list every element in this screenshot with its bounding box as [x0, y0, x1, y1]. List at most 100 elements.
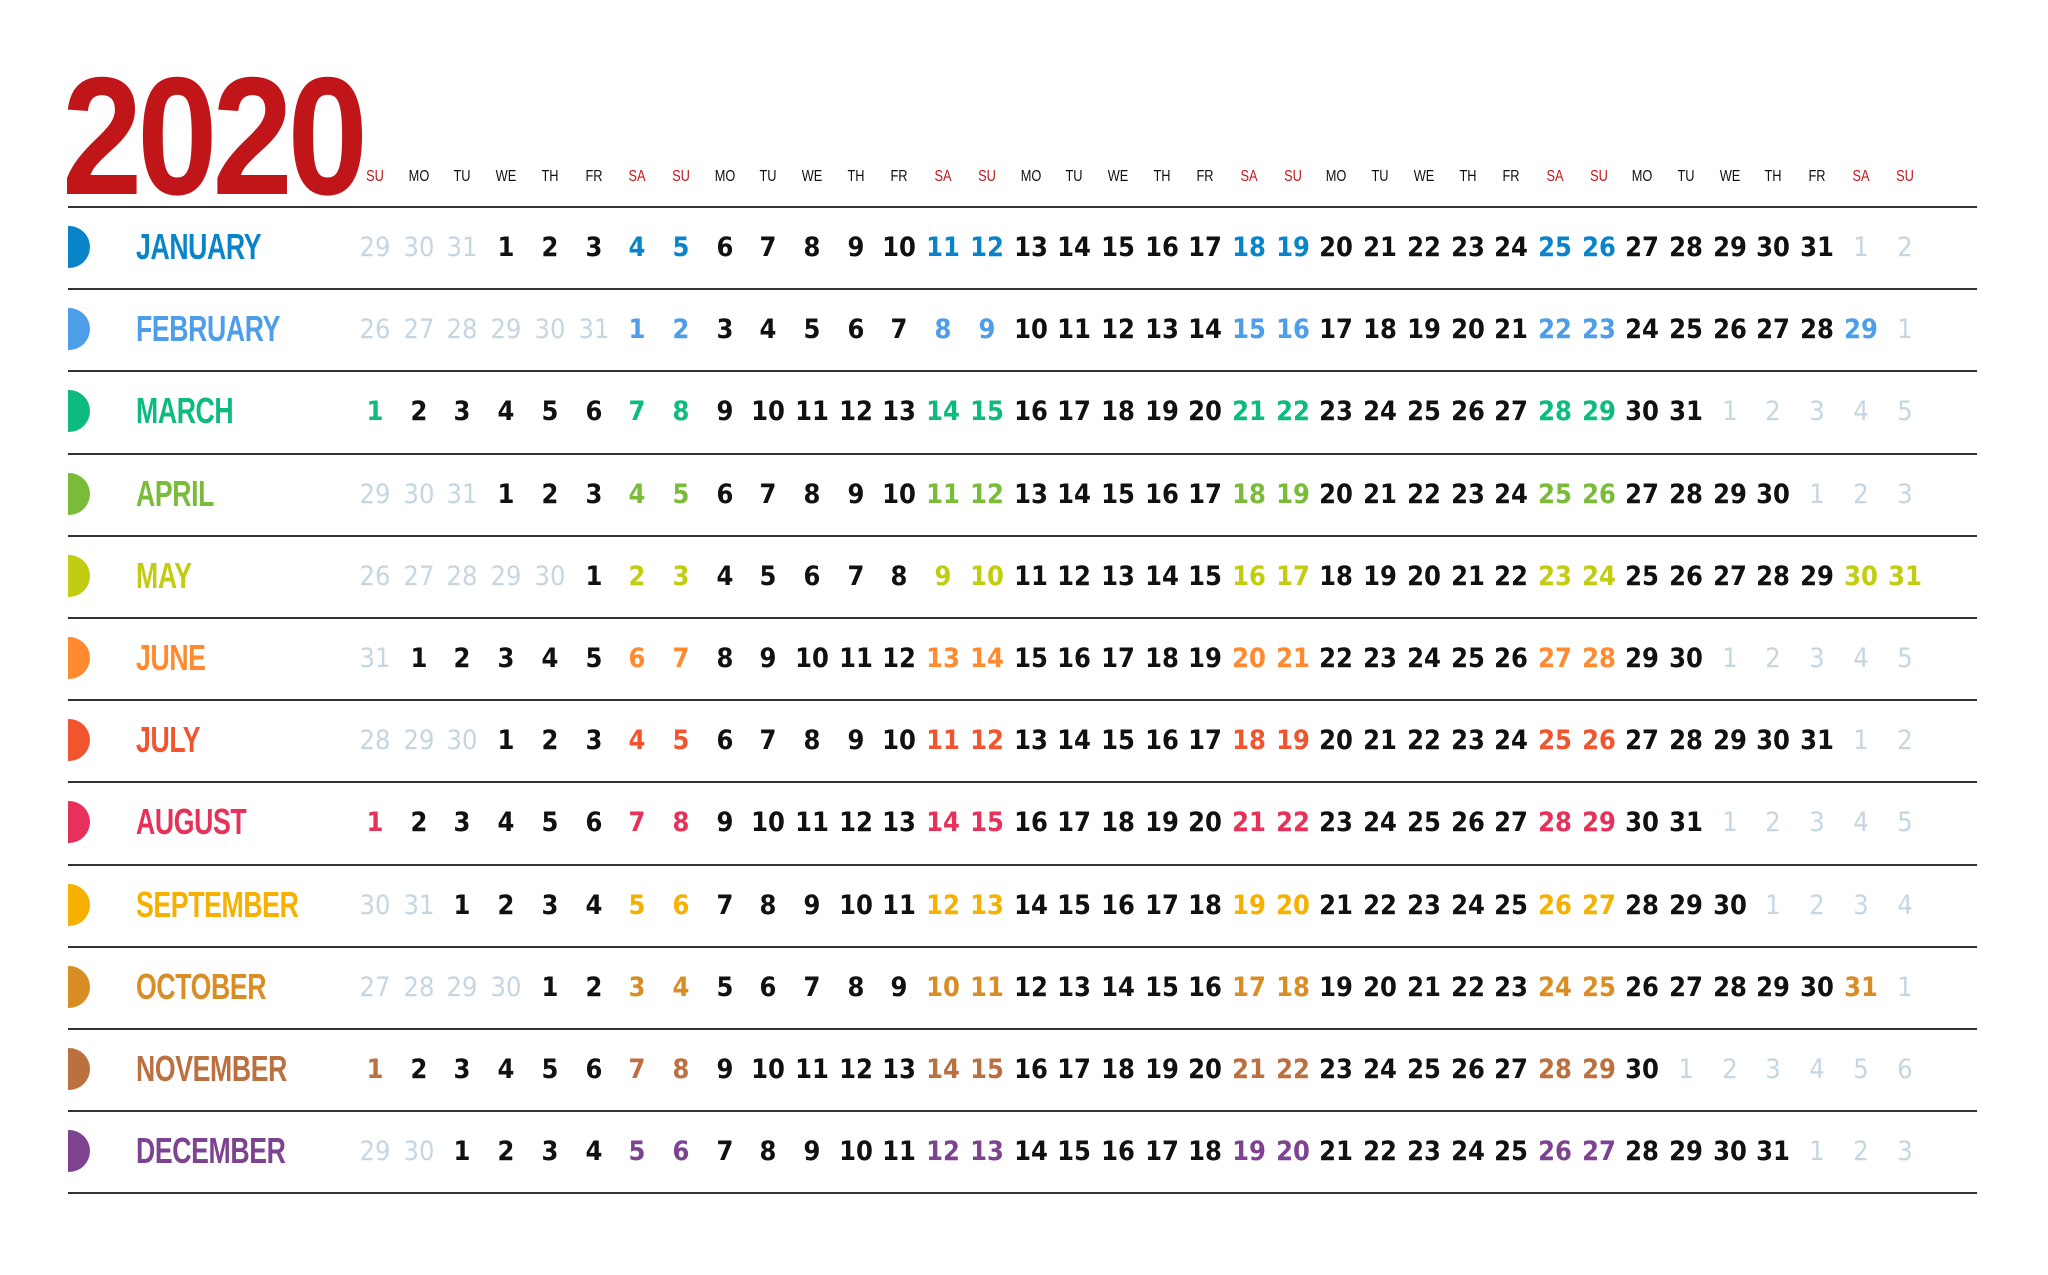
day-cell: 6	[585, 396, 602, 428]
day-cell: 30	[1625, 396, 1660, 428]
day-cell: 6	[759, 971, 777, 1003]
day-cell-weekend: 1	[366, 396, 384, 428]
day-cell: 8	[803, 478, 821, 510]
month-row-may: MAY 26 27 28 29 30 1 2 3 4 5 6 7 8 9 10 11 12 13 14 15 16 17 18…	[0, 535, 2048, 617]
day-cell: 21	[1363, 725, 1397, 757]
row-divider	[68, 1028, 1977, 1030]
day-cell: 8	[803, 725, 821, 757]
day-cell: 11	[1013, 560, 1048, 592]
day-cell: 7	[759, 725, 777, 757]
day-cell: 9	[716, 1054, 734, 1085]
day-cell-adjacent-month: 4	[1896, 889, 1913, 921]
day-cell: 18	[1188, 889, 1223, 921]
day-cell: 12	[838, 396, 873, 428]
month-tab-marker	[68, 554, 90, 597]
day-cell-weekend: 22	[1275, 1054, 1310, 1085]
day-cell: 12	[838, 807, 873, 839]
day-cell: 29	[1712, 478, 1747, 510]
day-cell: 3	[453, 807, 471, 839]
day-cell-weekend: 7	[628, 1054, 646, 1085]
month-name: APRIL	[136, 472, 215, 514]
day-cell-adjacent-month: 5	[1896, 807, 1913, 839]
day-cell-adjacent-month: 1	[1809, 478, 1825, 510]
day-cell-weekend: 14	[926, 396, 960, 428]
day-cell: 17	[1144, 889, 1179, 921]
month-name: DECEMBER	[136, 1130, 286, 1172]
day-cell-weekend: 18	[1232, 478, 1266, 510]
day-cell: 18	[1319, 560, 1354, 592]
day-cell: 21	[1363, 478, 1397, 510]
day-cell-weekend: 1	[628, 314, 646, 346]
weekday-header: WE	[1413, 168, 1435, 185]
month-name: MAY	[136, 554, 192, 596]
day-cell-adjacent-month: 28	[446, 560, 478, 592]
day-cell: 13	[1013, 232, 1048, 263]
day-cell: 25	[1669, 314, 1703, 346]
month-name: NOVEMBER	[136, 1048, 287, 1089]
row-divider	[68, 534, 1977, 537]
day-cell: 1	[453, 1136, 471, 1168]
day-cell-adjacent-month: 2	[1853, 1136, 1869, 1168]
day-cell-weekend: 23	[1581, 314, 1616, 346]
row-divider	[68, 370, 1977, 373]
day-cell-weekend: 28	[1581, 643, 1616, 674]
day-cell: 19	[1406, 314, 1441, 346]
weekday-header: TU	[1371, 168, 1389, 185]
month-tab-marker	[68, 308, 90, 351]
weekday-header: TU	[1065, 168, 1083, 185]
day-cell: 13	[1144, 314, 1179, 346]
day-cell: 27	[1625, 725, 1660, 757]
day-cell-adjacent-month: 5	[1896, 396, 1913, 428]
day-cell-adjacent-month: 1	[1721, 807, 1738, 839]
day-cell-adjacent-month: 2	[1853, 478, 1869, 510]
day-cell: 14	[1057, 725, 1092, 757]
day-cell: 28	[1625, 889, 1660, 921]
day-cell: 2	[497, 889, 515, 921]
day-cell: 16	[1100, 889, 1135, 921]
day-cell-weekend: 11	[926, 478, 960, 510]
day-cell: 7	[759, 478, 777, 510]
day-cell-adjacent-month: 6	[1896, 1054, 1913, 1085]
day-cell: 21	[1319, 1136, 1354, 1168]
day-cell-weekend: 27	[1581, 1136, 1616, 1168]
day-cell: 17	[1057, 807, 1092, 839]
month-row-september: SEPTEMBER 30 31 1 2 3 4 5 6 7 8 9 10 11 12 13 14 15 16 17 18…	[0, 864, 2048, 946]
day-cell: 19	[1188, 643, 1223, 674]
day-cell-weekend: 29	[1581, 396, 1616, 428]
day-cell-adjacent-month: 5	[1896, 643, 1913, 674]
day-cell-weekend: 9	[978, 314, 996, 346]
day-cell-weekend: 25	[1581, 971, 1616, 1003]
day-cell-adjacent-month: 29	[359, 1136, 391, 1168]
day-cell: 17	[1188, 725, 1223, 757]
day-cell-adjacent-month: 31	[578, 314, 609, 346]
day-cell: 20	[1188, 396, 1223, 428]
day-cell: 4	[585, 889, 602, 921]
day-cell: 17	[1144, 1136, 1179, 1168]
day-cell-weekend: 25	[1537, 232, 1572, 263]
day-cell: 4	[497, 807, 515, 839]
month-tab-marker	[68, 965, 90, 1008]
day-cell: 16	[1144, 478, 1179, 510]
day-cell: 22	[1406, 725, 1441, 757]
day-cell: 17	[1057, 1054, 1092, 1085]
weekday-header: FR	[584, 168, 603, 185]
day-cell-weekend: 8	[934, 314, 952, 346]
day-cell-weekend: 19	[1232, 1136, 1266, 1168]
day-cell: 10	[751, 1054, 786, 1085]
day-cell: 24	[1450, 1136, 1485, 1168]
day-cell: 23	[1406, 1136, 1441, 1168]
day-cell: 26	[1450, 396, 1485, 428]
day-cell: 1	[410, 643, 428, 674]
day-cell: 24	[1494, 725, 1529, 757]
day-cell: 26	[1625, 971, 1660, 1003]
day-cell-adjacent-month: 29	[403, 725, 435, 757]
weekday-header: TU	[453, 168, 471, 185]
day-cell-adjacent-month: 1	[1721, 396, 1738, 428]
day-cell-weekend: 5	[672, 725, 690, 757]
day-cell-weekend: 26	[1537, 1136, 1572, 1168]
day-cell: 23	[1319, 1054, 1354, 1085]
day-cell: 2	[410, 807, 428, 839]
day-cell: 29	[1625, 643, 1660, 674]
day-cell: 17	[1100, 643, 1135, 674]
weekday-header: SU	[1589, 168, 1608, 185]
